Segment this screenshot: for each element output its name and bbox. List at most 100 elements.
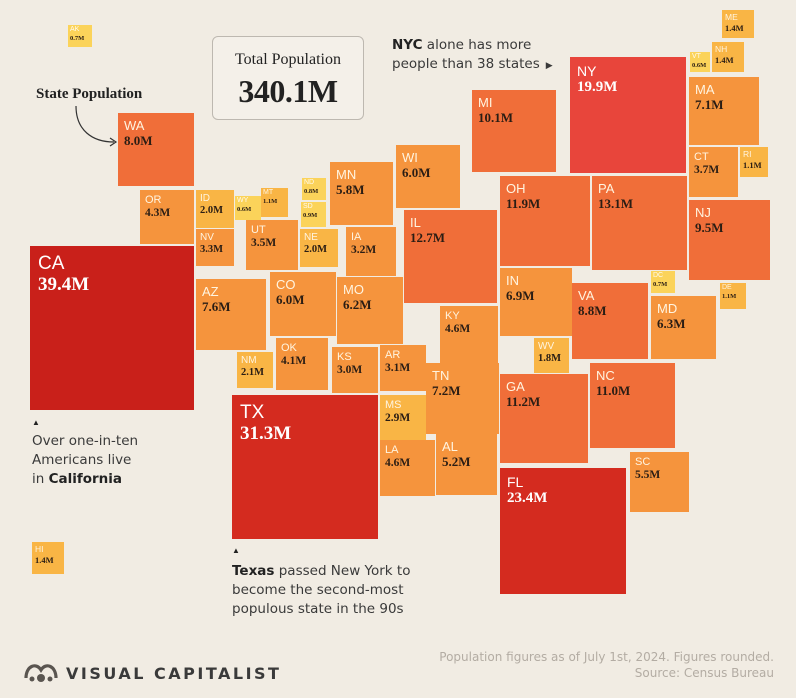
- state-value: 1.1M: [263, 198, 278, 205]
- state-tile-ne: NE 2.0M: [300, 229, 338, 267]
- state-abbr: CA: [38, 253, 65, 274]
- state-tile-az: AZ 7.6M: [196, 279, 266, 350]
- state-tile-oh: OH 11.9M: [500, 176, 590, 266]
- california-annotation: Over one-in-ten Americans live in Califo…: [32, 432, 138, 489]
- state-value: 3.5M: [251, 237, 277, 249]
- state-tile-wy: WY 0.6M: [235, 196, 261, 220]
- california-annotation-line1: Over one-in-ten: [32, 433, 139, 449]
- state-abbr: NH: [715, 44, 728, 54]
- nyc-annotation-line2: people than 38 states: [392, 56, 540, 72]
- state-value: 1.4M: [35, 554, 54, 565]
- state-value: 2.0M: [304, 244, 328, 255]
- state-value: 11.2M: [506, 394, 541, 409]
- state-abbr: ND: [304, 179, 315, 186]
- state-value: 13.1M: [598, 196, 634, 211]
- state-population-label: State Population: [36, 86, 143, 102]
- state-abbr: DC: [653, 272, 664, 279]
- state-tile-va: VA 8.8M: [572, 283, 648, 359]
- state-tile-la: LA 4.6M: [380, 440, 435, 496]
- state-abbr: WI: [402, 150, 418, 165]
- state-value: 3.1M: [385, 362, 411, 374]
- state-tile-ok: OK 4.1M: [276, 338, 328, 390]
- state-abbr: UT: [251, 224, 266, 236]
- state-abbr: SD: [303, 203, 313, 210]
- california-annotation-line2: Americans live: [32, 452, 132, 468]
- state-abbr: MD: [657, 301, 678, 316]
- state-value: 11.0M: [596, 383, 631, 398]
- state-tile-mo: MO 6.2M: [337, 277, 403, 344]
- state-tile-dc: DC 0.7M: [651, 271, 675, 293]
- state-value: 1.1M: [722, 293, 737, 300]
- state-value: 8.0M: [124, 133, 153, 148]
- state-tile-de: DE 1.1M: [720, 283, 746, 309]
- nyc-annotation: NYC alone has more people than 38 states…: [392, 36, 553, 76]
- total-population-value: 340.1M: [238, 73, 338, 109]
- state-value: 31.3M: [240, 423, 292, 444]
- state-tile-id: ID 2.0M: [196, 190, 234, 228]
- total-population-label: Total Population: [235, 51, 341, 68]
- state-abbr: HI: [35, 544, 44, 554]
- state-tile-ct: CT 3.7M: [689, 147, 738, 197]
- state-value: 9.5M: [695, 220, 724, 235]
- state-abbr: WY: [237, 197, 249, 204]
- state-abbr: WV: [538, 341, 555, 352]
- state-tile-or: OR 4.3M: [140, 190, 194, 244]
- state-abbr: CT: [694, 151, 709, 163]
- state-tile-me: ME 1.4M: [722, 10, 754, 38]
- state-abbr: ID: [200, 193, 210, 204]
- state-abbr: IL: [410, 215, 421, 230]
- state-tile-ia: IA 3.2M: [346, 227, 396, 276]
- state-value: 0.7M: [70, 35, 85, 42]
- texas-annotation-bold: Texas: [232, 563, 275, 579]
- up-triangle-icon: ▲: [232, 546, 240, 555]
- state-abbr: ME: [725, 12, 738, 22]
- state-tile-wi: WI 6.0M: [396, 145, 460, 208]
- state-value: 5.5M: [635, 469, 661, 481]
- state-value: 3.2M: [351, 244, 377, 256]
- source-note: Source: Census Bureau: [634, 666, 774, 680]
- state-abbr: TN: [432, 368, 450, 383]
- state-tile-il: IL 12.7M: [404, 210, 497, 303]
- state-tile-tn: TN 7.2M: [426, 363, 499, 434]
- state-value: 10.1M: [478, 110, 514, 125]
- california-annotation-pre: in: [32, 471, 49, 487]
- visual-capitalist-logo-icon: [24, 664, 58, 682]
- state-tile-mt: MT 1.1M: [261, 188, 288, 217]
- state-value: 1.4M: [725, 22, 744, 33]
- state-abbr: NE: [304, 232, 318, 243]
- state-tile-ma: MA 7.1M: [689, 77, 759, 145]
- state-population-arrow: [75, 105, 118, 147]
- state-value: 4.1M: [281, 355, 307, 367]
- state-abbr: NC: [596, 368, 615, 383]
- state-tile-in: IN 6.9M: [500, 268, 572, 336]
- state-value: 1.8M: [538, 353, 562, 364]
- state-tile-ca: CA 39.4M: [30, 246, 194, 410]
- state-abbr: AK: [70, 26, 80, 33]
- state-tile-mn: MN 5.8M: [330, 162, 393, 225]
- state-tile-wa: WA 8.0M: [118, 113, 194, 186]
- total-population-box: Total Population 340.1M: [212, 36, 364, 120]
- state-value: 3.3M: [200, 244, 224, 255]
- texas-annotation-line3: populous state in the 90s: [232, 601, 404, 617]
- state-value: 0.6M: [237, 206, 252, 213]
- state-abbr: FL: [507, 474, 524, 490]
- state-value: 8.8M: [578, 303, 607, 318]
- state-abbr: MI: [478, 95, 493, 110]
- state-tile-nc: NC 11.0M: [590, 363, 675, 448]
- state-abbr: OR: [145, 194, 162, 206]
- texas-annotation-rest: passed New York to: [274, 563, 411, 579]
- up-triangle-icon: ▲: [32, 418, 40, 427]
- state-tile-ak: AK 0.7M: [68, 25, 92, 47]
- brand-name: VISUAL CAPITALIST: [66, 664, 282, 683]
- state-value: 5.8M: [336, 182, 365, 197]
- texas-annotation: Texas passed New York to become the seco…: [232, 562, 410, 619]
- state-tile-hi: HI 1.4M: [32, 542, 64, 574]
- state-abbr: MS: [385, 399, 402, 411]
- state-value: 4.6M: [445, 323, 471, 335]
- state-abbr: VT: [692, 53, 701, 60]
- state-tile-md: MD 6.3M: [651, 296, 716, 359]
- state-tile-ny: NY 19.9M: [570, 57, 686, 173]
- state-tile-ut: UT 3.5M: [246, 220, 298, 270]
- state-tile-ky: KY 4.6M: [440, 306, 498, 363]
- state-value: 12.7M: [410, 230, 446, 245]
